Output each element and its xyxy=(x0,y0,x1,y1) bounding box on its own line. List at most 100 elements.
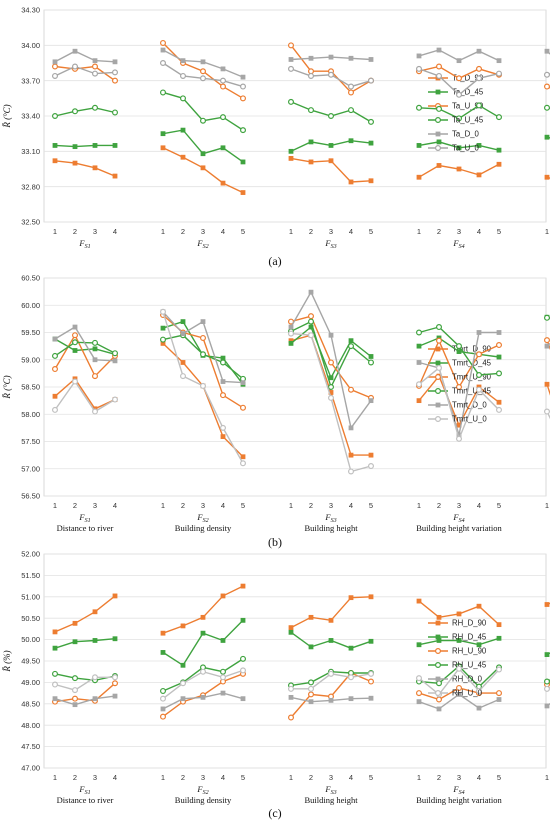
data-point xyxy=(308,68,315,75)
data-point xyxy=(436,696,443,703)
y-axis-label: R̄ (%) xyxy=(2,650,12,672)
data-point xyxy=(348,179,354,185)
data-point xyxy=(288,148,294,154)
data-point xyxy=(52,645,58,651)
x-tick-label: 3 xyxy=(93,501,97,510)
data-point xyxy=(308,107,315,114)
data-point xyxy=(160,325,166,331)
group-code-label: FS1 xyxy=(78,238,90,250)
x-tick-label: 2 xyxy=(181,227,185,236)
data-point xyxy=(200,68,207,75)
data-point xyxy=(348,55,354,61)
data-point xyxy=(496,370,503,377)
data-point xyxy=(180,58,186,64)
data-point xyxy=(476,372,483,379)
chart-panel-c: 47.00 47.50 48.00 48.50 49.00 49.50 50.00 50.50… xyxy=(0,548,550,806)
legend-marker xyxy=(435,387,442,394)
x-tick-label: 1 xyxy=(161,501,165,510)
data-point xyxy=(112,173,118,179)
data-point xyxy=(348,138,354,144)
data-point xyxy=(308,332,315,339)
data-point xyxy=(476,172,482,178)
data-point xyxy=(368,638,374,644)
data-point xyxy=(288,629,294,635)
data-point xyxy=(111,77,118,84)
data-point xyxy=(200,75,207,82)
data-point xyxy=(544,134,550,140)
data-point xyxy=(436,163,442,168)
group-code-label: FS3 xyxy=(324,512,336,524)
data-point xyxy=(160,706,166,712)
group-code-label: FS1 xyxy=(78,784,90,796)
data-point xyxy=(288,625,294,631)
data-point xyxy=(180,373,187,380)
data-point xyxy=(52,629,58,635)
data-point xyxy=(180,331,186,336)
data-point xyxy=(496,342,503,349)
data-point xyxy=(476,705,482,711)
data-point xyxy=(368,178,374,184)
data-point xyxy=(52,696,58,702)
data-point xyxy=(220,180,226,186)
data-point xyxy=(348,452,354,458)
x-tick-label: 3 xyxy=(457,773,461,782)
x-tick-label: 1 xyxy=(289,773,293,782)
x-tick-label: 1 xyxy=(53,227,57,236)
data-point xyxy=(476,143,482,148)
data-point xyxy=(436,337,443,344)
series-line xyxy=(54,682,116,703)
series-line xyxy=(162,62,244,88)
data-point xyxy=(71,339,78,346)
data-point xyxy=(348,343,355,350)
data-point xyxy=(220,83,227,90)
data-point xyxy=(328,670,335,677)
y-tick-label: 34.00 xyxy=(21,41,40,50)
x-tick-label: 1 xyxy=(53,501,57,510)
data-point xyxy=(476,351,483,358)
data-point xyxy=(51,112,58,119)
data-point xyxy=(51,72,58,79)
series-RH_U_0: RH_U_0 xyxy=(51,665,550,702)
data-point xyxy=(112,636,118,642)
data-point xyxy=(476,603,482,609)
legend-marker xyxy=(435,676,441,682)
y-tick-label: 56.50 xyxy=(21,492,40,501)
series-line xyxy=(162,585,244,634)
data-point xyxy=(543,104,550,111)
group-name-label: Building height variation xyxy=(416,795,502,805)
data-point xyxy=(328,390,334,395)
data-point xyxy=(288,330,295,337)
legend-marker xyxy=(435,402,441,408)
x-tick-label: 5 xyxy=(369,773,373,782)
x-tick-label: 5 xyxy=(369,227,373,236)
data-point xyxy=(112,593,118,599)
data-point xyxy=(180,360,186,365)
x-tick-label: 2 xyxy=(309,501,313,510)
data-point xyxy=(220,66,226,72)
data-point xyxy=(416,360,422,365)
data-point xyxy=(288,65,295,72)
series-Ta_U_0: Ta_U_0 xyxy=(51,59,550,153)
data-point xyxy=(288,341,294,346)
data-point xyxy=(328,697,334,703)
x-tick-label: 4 xyxy=(113,501,117,510)
series-line xyxy=(162,314,244,409)
legend-label: RH_U_90 xyxy=(452,647,487,656)
x-tick-label: 1 xyxy=(545,773,549,782)
data-point xyxy=(496,147,502,153)
group-name-label: Building height xyxy=(304,523,358,533)
x-tick-label: 4 xyxy=(477,501,481,510)
data-point xyxy=(416,598,422,604)
legend-marker xyxy=(435,145,442,152)
data-point xyxy=(496,399,502,405)
data-point xyxy=(200,630,206,636)
data-point xyxy=(328,71,335,78)
data-point xyxy=(328,54,334,60)
data-point xyxy=(111,109,118,116)
legend-label: Ta_U_45 xyxy=(452,116,484,125)
x-tick-label: 2 xyxy=(309,227,313,236)
data-point xyxy=(496,114,503,121)
data-point xyxy=(180,680,187,687)
x-tick-label: 4 xyxy=(477,227,481,236)
data-point xyxy=(112,358,118,364)
